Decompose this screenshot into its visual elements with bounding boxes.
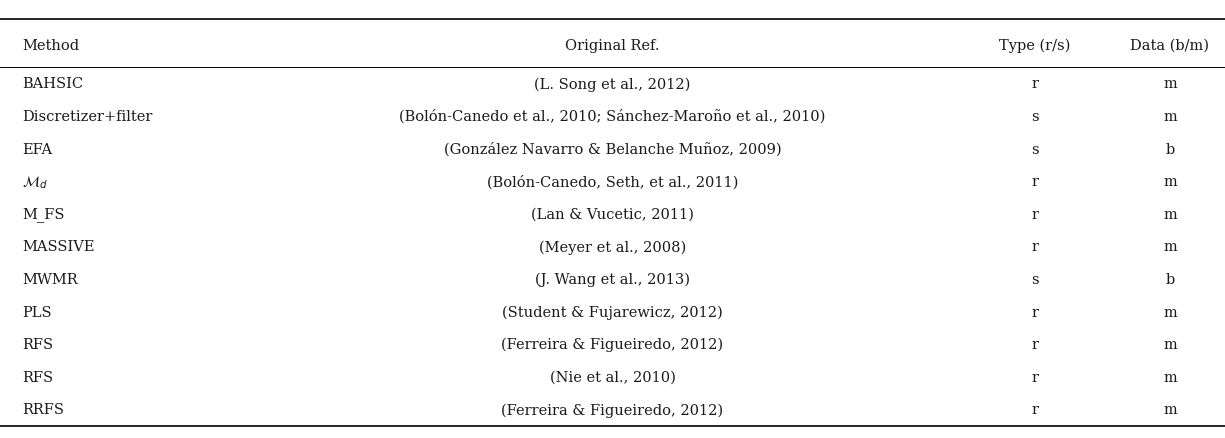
Text: m: m — [1163, 207, 1177, 221]
Text: RFS: RFS — [22, 370, 53, 384]
Text: (Ferreira & Figueiredo, 2012): (Ferreira & Figueiredo, 2012) — [501, 337, 724, 352]
Text: m: m — [1163, 370, 1177, 384]
Text: r: r — [1031, 305, 1039, 319]
Text: b: b — [1165, 142, 1175, 156]
Text: (L. Song et al., 2012): (L. Song et al., 2012) — [534, 77, 691, 92]
Text: r: r — [1031, 240, 1039, 254]
Text: Discretizer+filter: Discretizer+filter — [22, 110, 152, 124]
Text: $\mathcal{M}_d$: $\mathcal{M}_d$ — [22, 173, 48, 190]
Text: (Bolón-Canedo, Seth, et al., 2011): (Bolón-Canedo, Seth, et al., 2011) — [486, 175, 739, 189]
Text: m: m — [1163, 77, 1177, 91]
Text: (Lan & Vucetic, 2011): (Lan & Vucetic, 2011) — [532, 207, 693, 221]
Text: r: r — [1031, 337, 1039, 351]
Text: BAHSIC: BAHSIC — [22, 77, 83, 91]
Text: Type (r/s): Type (r/s) — [1000, 39, 1071, 53]
Text: Data (b/m): Data (b/m) — [1131, 39, 1209, 53]
Text: b: b — [1165, 272, 1175, 286]
Text: s: s — [1031, 272, 1039, 286]
Text: MASSIVE: MASSIVE — [22, 240, 94, 254]
Text: RRFS: RRFS — [22, 403, 64, 417]
Text: r: r — [1031, 77, 1039, 91]
Text: m: m — [1163, 175, 1177, 189]
Text: m: m — [1163, 110, 1177, 124]
Text: (Bolón-Canedo et al., 2010; Sánchez-Maroño et al., 2010): (Bolón-Canedo et al., 2010; Sánchez-Maro… — [399, 110, 826, 124]
Text: EFA: EFA — [22, 142, 53, 156]
Text: r: r — [1031, 370, 1039, 384]
Text: Original Ref.: Original Ref. — [565, 39, 660, 53]
Text: s: s — [1031, 142, 1039, 156]
Text: PLS: PLS — [22, 305, 51, 319]
Text: Method: Method — [22, 39, 80, 53]
Text: r: r — [1031, 175, 1039, 189]
Text: s: s — [1031, 110, 1039, 124]
Text: m: m — [1163, 240, 1177, 254]
Text: MWMR: MWMR — [22, 272, 77, 286]
Text: (Meyer et al., 2008): (Meyer et al., 2008) — [539, 240, 686, 254]
Text: (González Navarro & Belanche Muñoz, 2009): (González Navarro & Belanche Muñoz, 2009… — [443, 142, 782, 156]
Text: (Student & Fujarewicz, 2012): (Student & Fujarewicz, 2012) — [502, 305, 723, 319]
Text: (J. Wang et al., 2013): (J. Wang et al., 2013) — [535, 272, 690, 286]
Text: m: m — [1163, 403, 1177, 417]
Text: m: m — [1163, 337, 1177, 351]
Text: (Ferreira & Figueiredo, 2012): (Ferreira & Figueiredo, 2012) — [501, 402, 724, 417]
Text: RFS: RFS — [22, 337, 53, 351]
Text: r: r — [1031, 403, 1039, 417]
Text: (Nie et al., 2010): (Nie et al., 2010) — [550, 370, 675, 384]
Text: M_FS: M_FS — [22, 207, 65, 222]
Text: m: m — [1163, 305, 1177, 319]
Text: r: r — [1031, 207, 1039, 221]
